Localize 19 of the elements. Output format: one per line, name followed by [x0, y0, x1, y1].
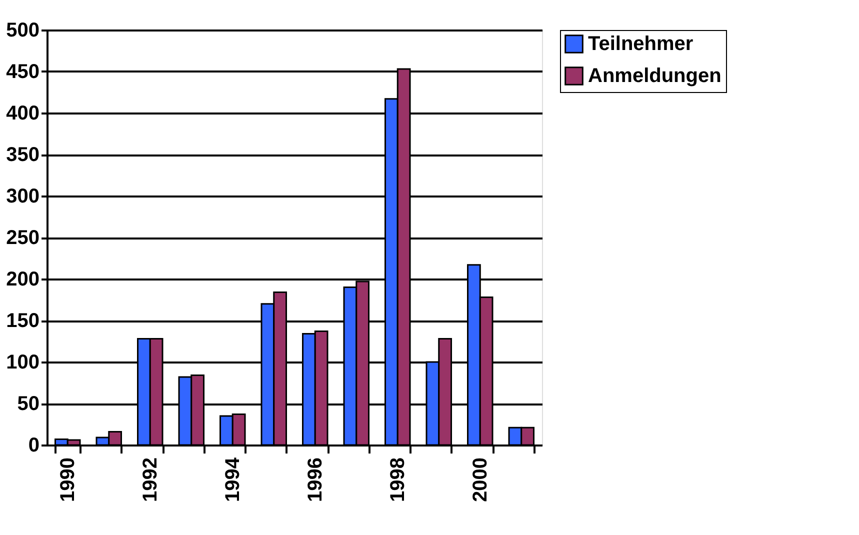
- y-tick-label: 0: [28, 434, 40, 456]
- x-tick-label: 1992: [140, 458, 162, 502]
- y-tick-label: 500: [6, 20, 40, 42]
- x-tick-label: 2000: [470, 458, 492, 502]
- y-tick-label: 150: [6, 310, 40, 332]
- y-tick-label: 350: [6, 144, 40, 166]
- y-tick-label: 100: [6, 352, 40, 374]
- x-tick-label: 1990: [57, 458, 80, 502]
- x-tick-label: 1998: [387, 458, 410, 502]
- y-tick-label: 250: [6, 227, 40, 249]
- legend-label: Teilnehmer: [588, 33, 694, 55]
- y-tick-label: 200: [6, 268, 40, 290]
- y-tick-label: 50: [17, 393, 40, 415]
- y-tick-label: 450: [6, 61, 40, 83]
- x-tick-label: 1996: [304, 458, 327, 502]
- y-tick-label: 300: [6, 186, 40, 208]
- legend-label: Anmeldungen: [588, 65, 722, 87]
- x-tick-label: 1994: [222, 456, 244, 502]
- y-tick-label: 400: [6, 102, 40, 124]
